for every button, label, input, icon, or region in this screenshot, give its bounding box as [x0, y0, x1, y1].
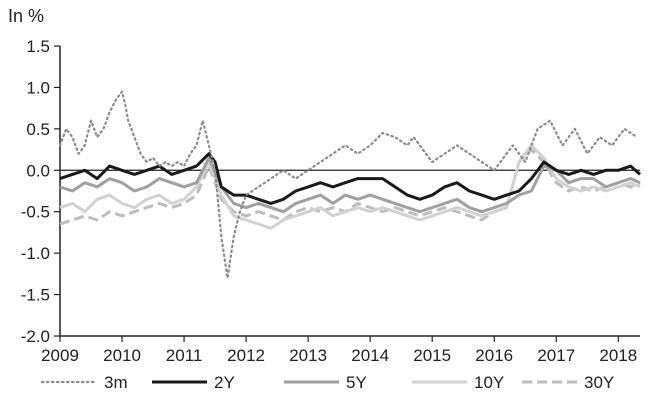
x-tick-label: 2017: [537, 346, 575, 365]
series-line-3m: [58, 90, 639, 280]
x-tick-label: 2013: [289, 346, 327, 365]
series-line-5y: [59, 156, 641, 214]
legend-label-30y: 30Y: [584, 373, 614, 392]
y-tick-label: -0.5: [21, 203, 50, 222]
x-tick-label: 2018: [599, 346, 637, 365]
x-tick-label: 2012: [227, 346, 265, 365]
y-tick-label: -1.5: [21, 286, 50, 305]
y-tick-label: 0.5: [26, 120, 50, 139]
y-tick-label: -1.0: [21, 244, 50, 263]
x-tick-label: 2009: [41, 346, 79, 365]
y-tick-label: -2.0: [21, 327, 50, 346]
legend-label-5y: 5Y: [346, 373, 367, 392]
series-line-10y: [59, 143, 641, 230]
legend-label-2y: 2Y: [214, 373, 235, 392]
legend-label-3m: 3m: [104, 373, 128, 392]
x-tick-label: 2014: [351, 346, 389, 365]
y-tick-label: 1.5: [26, 37, 50, 56]
x-tick-label: 2011: [166, 346, 203, 365]
x-tick-label: 2010: [103, 346, 141, 365]
x-tick-label: 2016: [475, 346, 513, 365]
legend-label-10y: 10Y: [474, 373, 504, 392]
y-axis-label: In %: [8, 6, 44, 26]
legend: 3m 2Y 5Y 10Y 30Y: [40, 373, 614, 392]
y-tick-label: 1.0: [26, 78, 50, 97]
y-tick-label: 0.0: [26, 161, 50, 180]
x-tick-label: 2015: [413, 346, 451, 365]
